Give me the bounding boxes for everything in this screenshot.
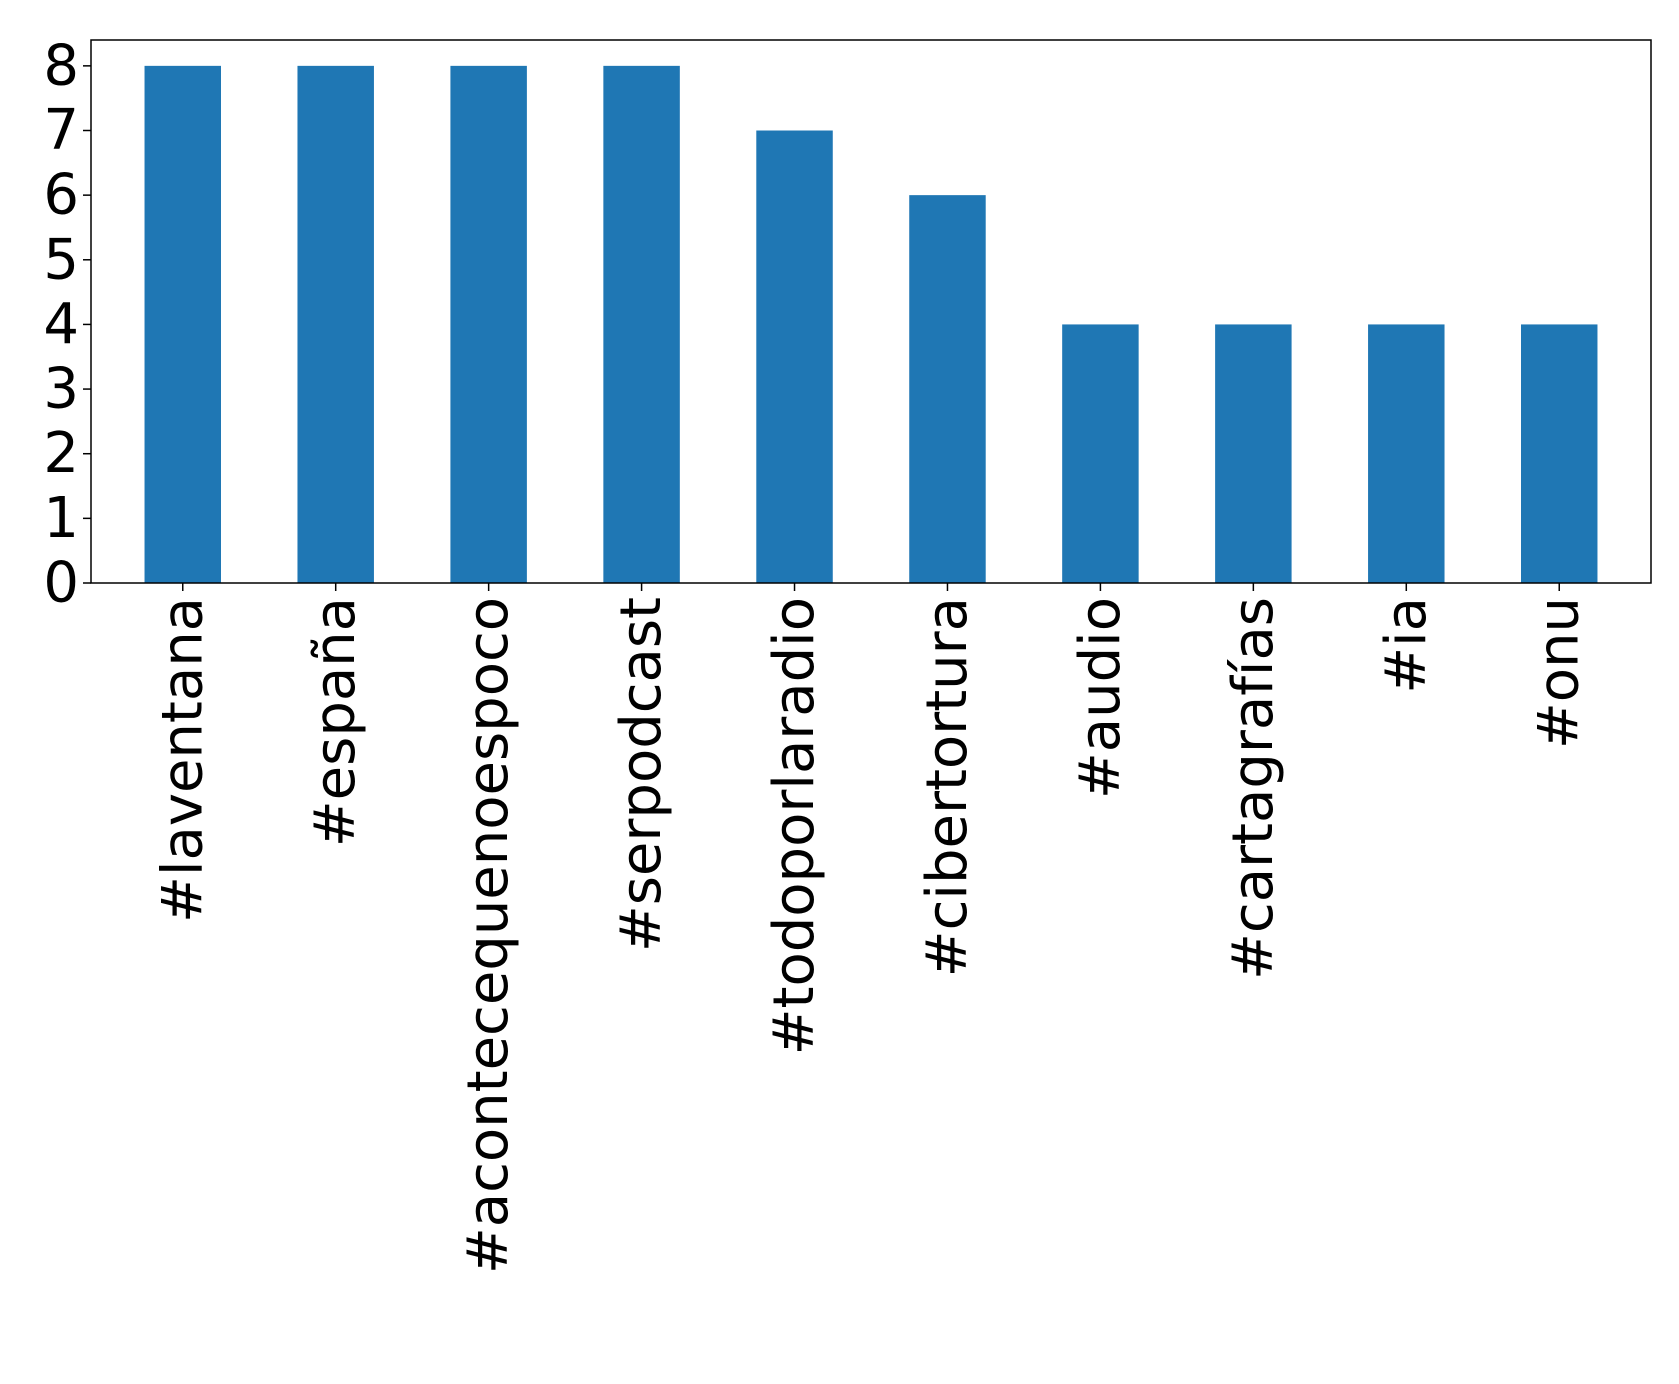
axes-frame <box>90 39 1652 584</box>
y-tick-label-8: 8 <box>43 33 79 98</box>
y-tick-label-4: 4 <box>43 292 79 357</box>
bar-2 <box>450 65 527 584</box>
y-tick-label-2: 2 <box>43 421 79 486</box>
bar-5 <box>909 195 986 583</box>
y-tick-label-3: 3 <box>43 357 79 422</box>
bar-6 <box>1062 324 1139 583</box>
y-tick-label-0: 0 <box>43 551 79 616</box>
x-tick-label-2: #acontecequenoespoco <box>456 597 521 1274</box>
x-tick-label-7: #cartagrafías <box>1221 597 1286 980</box>
x-tick-label-9: #onu <box>1527 597 1592 749</box>
bar-4 <box>756 130 833 583</box>
y-tick-label-7: 7 <box>43 98 79 163</box>
bar-0 <box>144 65 221 584</box>
y-tick-label-6: 6 <box>43 163 79 228</box>
bar-3 <box>603 65 680 584</box>
bar-7 <box>1215 324 1292 583</box>
bar-1 <box>297 65 374 584</box>
x-tick-label-5: #cibertortura <box>915 597 980 977</box>
x-tick-label-6: #audio <box>1068 597 1133 799</box>
x-tick-label-0: #laventana <box>150 597 215 923</box>
x-tick-label-3: #serpodcast <box>609 597 674 952</box>
bars-group <box>144 65 1598 584</box>
x-tick-label-8: #ia <box>1374 597 1439 694</box>
x-axis-ticks: #laventana #españa #acontecequenoespoco #se… <box>150 583 1592 1274</box>
y-tick-label-1: 1 <box>43 486 79 551</box>
x-tick-label-1: #españa <box>303 597 368 847</box>
y-tick-label-5: 5 <box>43 227 79 292</box>
bar-8 <box>1368 324 1445 583</box>
bar-9 <box>1521 324 1598 583</box>
x-tick-label-4: #todoporlaradio <box>762 597 827 1055</box>
